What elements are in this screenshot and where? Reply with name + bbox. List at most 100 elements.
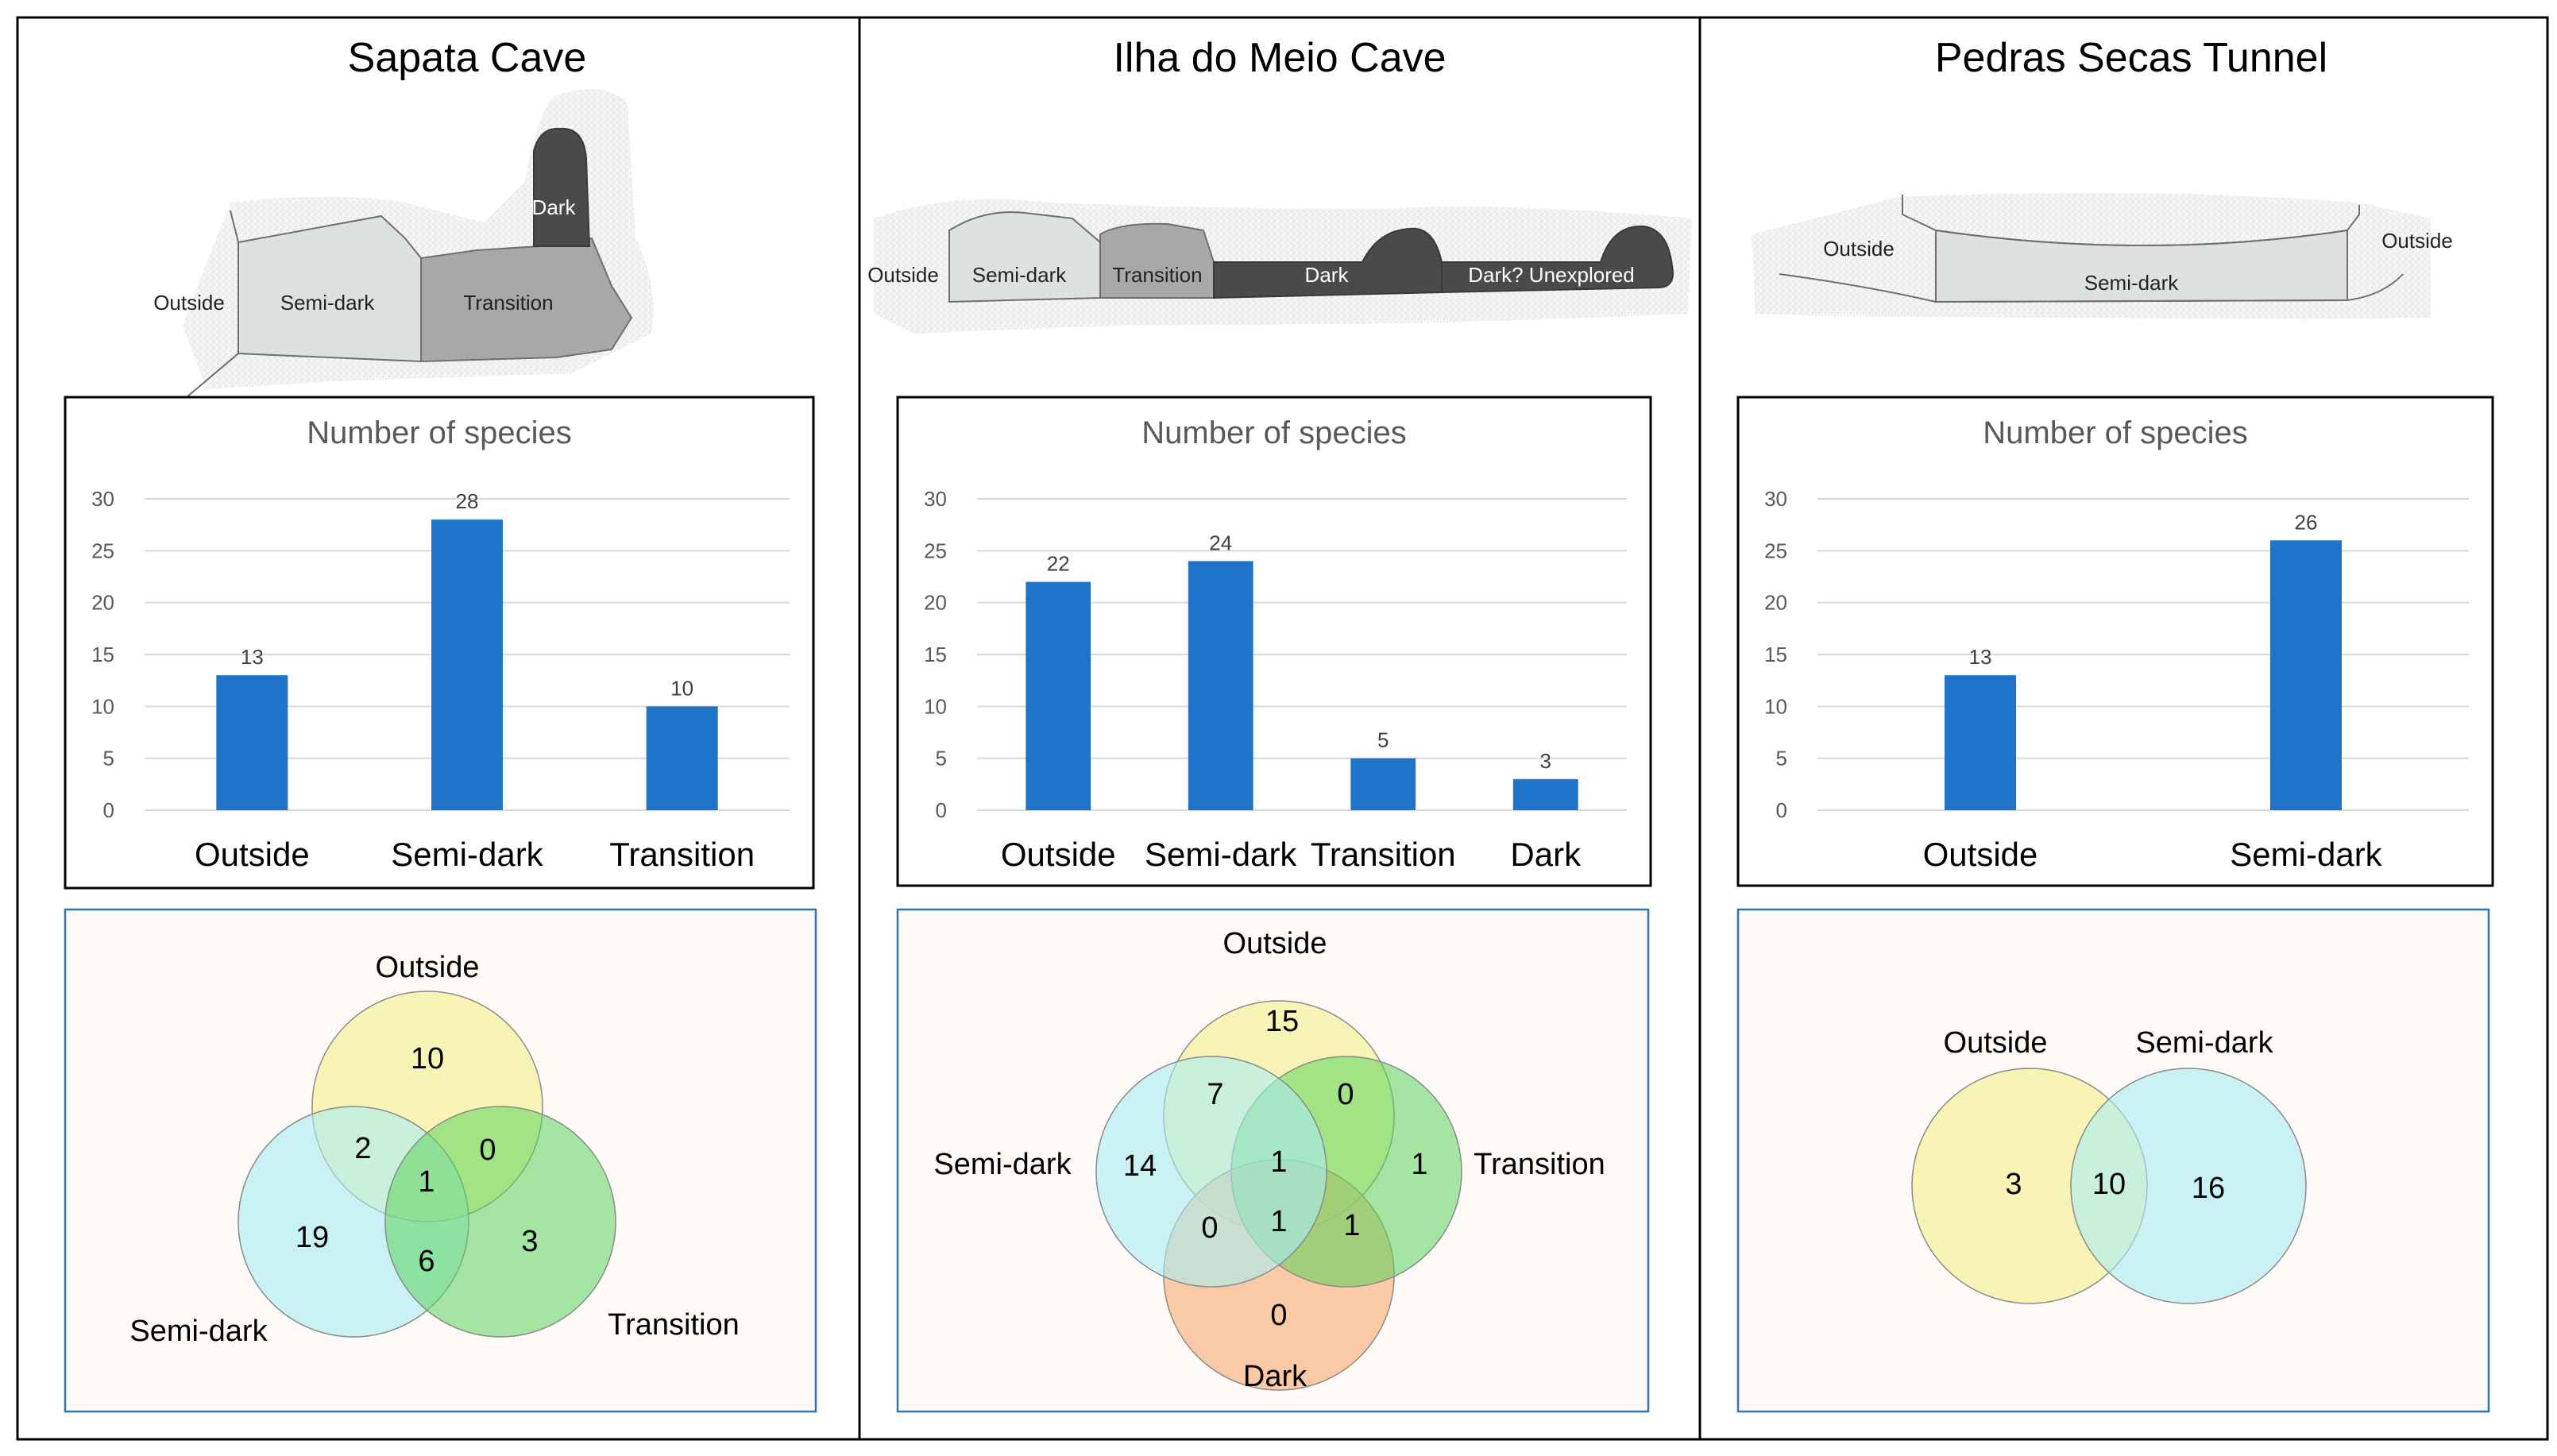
zone-dark-shape bbox=[1213, 227, 1443, 299]
zone-label-outside: Outside bbox=[867, 263, 939, 287]
cave-map-sapata: Outside Semi-dark Transition Dark bbox=[153, 89, 654, 398]
venn-sapata: Outside Semi-dark Transition 10 2 0 1 19… bbox=[64, 908, 817, 1413]
chart-title: Number of species bbox=[1983, 415, 2247, 450]
venn-label-outside: Outside bbox=[1944, 1026, 2048, 1060]
venn-value-outside-only: 10 bbox=[411, 1042, 444, 1076]
y-tick-label: 20 bbox=[924, 591, 947, 615]
y-tick-label: 20 bbox=[1764, 591, 1787, 615]
outer-frame bbox=[16, 16, 2549, 1441]
venn-label-transition: Transition bbox=[1474, 1148, 1605, 1181]
zone-transition-shape bbox=[420, 237, 633, 363]
panel-sapata-cave: Sapata Cave Outside Semi-dark Transition… bbox=[64, 35, 817, 1413]
venn-value-outside-semi-transition: 1 bbox=[1270, 1145, 1287, 1179]
zone-label-dark: Dark bbox=[532, 195, 577, 219]
y-tick-label: 30 bbox=[1764, 487, 1787, 511]
venn-value-transition-only: 3 bbox=[521, 1225, 538, 1258]
venn-ilha-do-meio: Outside Semi-dark Transition Dark 15 7 0… bbox=[896, 908, 1650, 1413]
y-tick-label: 25 bbox=[924, 539, 947, 562]
venn-label-semi-dark: Semi-dark bbox=[2135, 1026, 2273, 1060]
panel-ilha-do-meio-cave: Ilha do Meio Cave Outside Semi-dark Tran… bbox=[867, 35, 1692, 1413]
y-tick-label: 10 bbox=[91, 694, 114, 718]
zone-label-dark: Dark bbox=[1305, 263, 1350, 287]
venn-value-outside-semi-dark: 10 bbox=[2092, 1168, 2126, 1201]
zone-label-transition: Transition bbox=[1112, 263, 1202, 287]
venn-label-semi-dark: Semi-dark bbox=[129, 1315, 268, 1348]
tunnel-roof-line bbox=[1902, 195, 2360, 246]
zone-dark-shape bbox=[533, 127, 591, 247]
y-tick-label: 10 bbox=[924, 694, 947, 718]
bar bbox=[431, 519, 503, 810]
zone-label-semi-dark: Semi-dark bbox=[972, 263, 1067, 287]
venn-value-semi-dark-transition: 6 bbox=[418, 1245, 435, 1278]
bar-chart-ilha-do-meio: Number of species 0 5 10 15 20 25 30 22 Outside 24… bbox=[896, 396, 1652, 887]
bar-data-label: 22 bbox=[1047, 552, 1070, 576]
y-tick-label: 15 bbox=[1764, 643, 1787, 666]
y-tick-label: 15 bbox=[91, 643, 114, 666]
venn-circle-transition bbox=[384, 1106, 616, 1338]
bar-data-label: 10 bbox=[670, 676, 693, 700]
bar-data-label: 26 bbox=[2295, 510, 2318, 534]
x-category-label: Outside bbox=[1001, 836, 1116, 873]
bar bbox=[1945, 675, 2016, 810]
x-category-label: Outside bbox=[195, 836, 310, 873]
y-tick-label: 5 bbox=[936, 747, 947, 770]
venn-value-outside-semi-dark: 2 bbox=[354, 1132, 371, 1165]
venn-label-outside: Outside bbox=[1223, 927, 1327, 960]
x-category-label: Outside bbox=[1923, 836, 2038, 873]
bar-chart-pedras-secas: Number of species 0 5 10 15 20 25 30 13 Outside 26… bbox=[1736, 396, 2494, 887]
y-tick-label: 5 bbox=[1776, 747, 1787, 770]
zone-label-transition: Transition bbox=[463, 291, 553, 315]
venn-label-semi-dark: Semi-dark bbox=[933, 1148, 1072, 1181]
venn-value-dark-only: 0 bbox=[1270, 1299, 1287, 1332]
y-tick-label: 10 bbox=[1764, 694, 1787, 718]
bar bbox=[1026, 581, 1091, 810]
y-tick-label: 0 bbox=[1776, 798, 1787, 822]
panel-pedras-secas-tunnel: Pedras Secas Tunnel Outside Semi-dark Ou… bbox=[1736, 35, 2494, 1413]
panel-title: Ilha do Meio Cave bbox=[1113, 35, 1446, 81]
cave-entrance-line bbox=[186, 210, 239, 398]
venn-value-outside-transition: 0 bbox=[479, 1134, 496, 1167]
venn-value-transition-dark: 1 bbox=[1343, 1209, 1360, 1242]
venn-value-semi-dark-dark: 0 bbox=[1201, 1211, 1218, 1245]
bar bbox=[216, 675, 288, 810]
y-tick-label: 30 bbox=[91, 487, 114, 511]
y-tick-label: 5 bbox=[103, 747, 114, 770]
venn-label-dark: Dark bbox=[1243, 1360, 1307, 1393]
zone-label-outside-right: Outside bbox=[2381, 229, 2453, 253]
zone-label-outside: Outside bbox=[1823, 237, 1895, 261]
y-tick-label: 15 bbox=[924, 643, 947, 666]
bar-data-label: 24 bbox=[1209, 531, 1232, 554]
venn-circle-semi-dark bbox=[1095, 1056, 1327, 1288]
zone-label-semi-dark: Semi-dark bbox=[2084, 271, 2179, 295]
x-category-label: Semi-dark bbox=[1145, 836, 1297, 873]
panel-title: Sapata Cave bbox=[348, 35, 587, 81]
y-tick-label: 20 bbox=[91, 591, 114, 615]
venn-pedras-secas: Outside Semi-dark 3 10 16 bbox=[1736, 908, 2490, 1413]
zone-unexplored-shape bbox=[1441, 225, 1674, 294]
chart-frame bbox=[1736, 396, 2494, 887]
venn-value-semi-transition-dark: 1 bbox=[1270, 1205, 1287, 1238]
y-tick-label: 0 bbox=[936, 798, 947, 822]
zone-label-semi-dark: Semi-dark bbox=[280, 291, 375, 315]
bar-data-label: 13 bbox=[1969, 645, 1992, 669]
zone-label-unexplored: Dark? Unexplored bbox=[1468, 263, 1635, 287]
bar bbox=[646, 706, 718, 810]
venn-value-semi-dark-only: 16 bbox=[2192, 1172, 2225, 1205]
zone-label-outside: Outside bbox=[153, 291, 225, 315]
bar-chart-sapata: Number of species 0 5 10 15 20 25 30 13 Outside 28… bbox=[64, 396, 815, 890]
x-category-label: Transition bbox=[1311, 836, 1456, 873]
bar bbox=[1512, 778, 1578, 810]
chart-title: Number of species bbox=[307, 415, 571, 450]
y-tick-label: 30 bbox=[924, 487, 947, 511]
venn-value-transition-only: 1 bbox=[1411, 1148, 1427, 1181]
venn-value-outside-only: 15 bbox=[1265, 1005, 1299, 1038]
venn-value-outside-transition: 0 bbox=[1337, 1078, 1354, 1111]
x-category-label: Semi-dark bbox=[391, 836, 543, 873]
bar-data-label: 28 bbox=[456, 489, 479, 513]
x-category-label: Dark bbox=[1510, 836, 1582, 873]
venn-value-semi-dark-only: 14 bbox=[1123, 1149, 1157, 1183]
panel-title: Pedras Secas Tunnel bbox=[1935, 35, 2327, 81]
venn-value-semi-dark-only: 19 bbox=[295, 1221, 329, 1254]
bar bbox=[1188, 561, 1253, 810]
